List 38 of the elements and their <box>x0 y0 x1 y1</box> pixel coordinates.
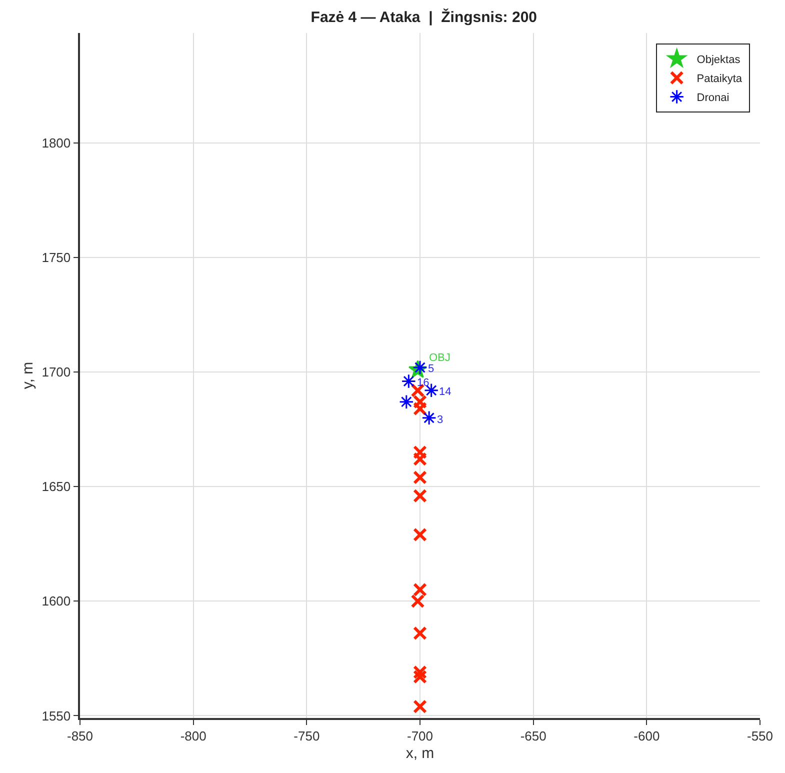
x-tick-label: -850 <box>66 728 94 744</box>
y-tick-label: 1800 <box>42 136 71 151</box>
x-tick-label: -550 <box>746 728 774 744</box>
point <box>399 394 414 410</box>
y-tick-label: 1700 <box>42 364 71 380</box>
point <box>413 488 427 503</box>
chart-title: Fazė 4 — Ataka | Žingsnis: 200 <box>310 8 538 26</box>
x-axis-title: x, m <box>406 744 434 762</box>
x-tick-label: -600 <box>634 728 660 744</box>
point <box>413 700 427 714</box>
point <box>413 528 427 542</box>
point <box>413 626 427 640</box>
x-tick-label: -650 <box>520 728 546 744</box>
y-tick-label: 1600 <box>42 594 71 609</box>
legend-label: Pataikyta <box>696 73 743 86</box>
y-tick-label: 1550 <box>42 708 71 724</box>
annotation: 5 <box>428 363 434 375</box>
legend-label: Objektas <box>696 54 741 66</box>
x-tick-label: -800 <box>180 728 206 744</box>
legend-label: Dronai <box>696 92 730 104</box>
point <box>413 394 427 409</box>
y-tick-label: 1750 <box>42 250 71 266</box>
point <box>401 374 416 389</box>
point <box>413 402 427 416</box>
annotation: 16 <box>417 377 430 389</box>
point <box>413 582 427 597</box>
point <box>422 410 436 426</box>
point <box>413 452 427 466</box>
x-tick-label: -700 <box>406 728 434 744</box>
x-tick-label: -750 <box>294 728 320 744</box>
annotation: OBJ <box>429 352 450 364</box>
annotation: 3 <box>437 414 444 426</box>
point <box>410 594 425 608</box>
point <box>413 470 427 484</box>
y-tick-label: 1650 <box>42 479 71 494</box>
annotation: 14 <box>439 386 452 398</box>
point <box>413 445 427 460</box>
y-axis-title: y, m <box>19 362 36 390</box>
